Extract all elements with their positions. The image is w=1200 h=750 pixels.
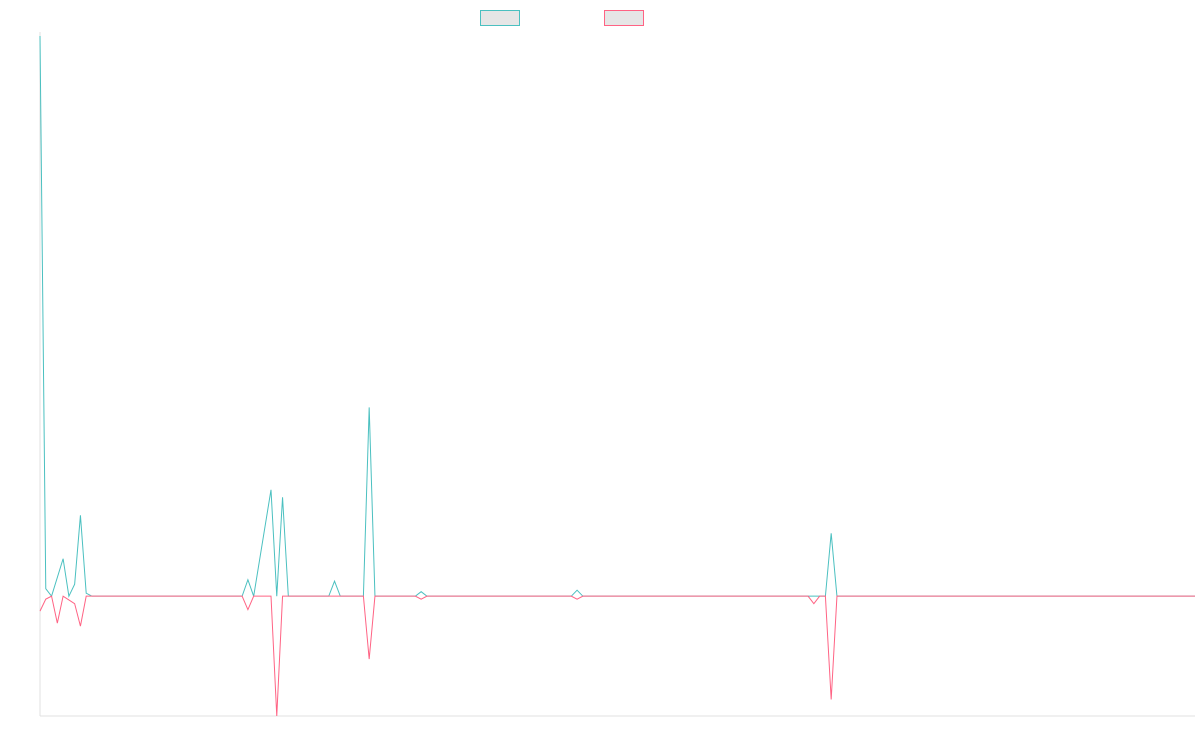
legend-item-series-1[interactable]	[480, 9, 526, 27]
legend-item-series-2[interactable]	[604, 9, 650, 27]
legend-swatch-series-2	[604, 10, 644, 26]
chart-legend	[0, 9, 1200, 27]
series-line-1	[39, 35, 1195, 598]
series-line-2	[39, 595, 1195, 717]
legend-swatch-series-1	[480, 10, 520, 26]
